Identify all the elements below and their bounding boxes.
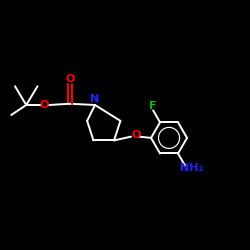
Text: O: O (65, 74, 75, 84)
Text: O: O (131, 130, 140, 140)
Text: O: O (40, 100, 49, 110)
Text: N: N (90, 94, 100, 104)
Text: NH₂: NH₂ (180, 164, 204, 173)
Text: F: F (149, 101, 156, 111)
